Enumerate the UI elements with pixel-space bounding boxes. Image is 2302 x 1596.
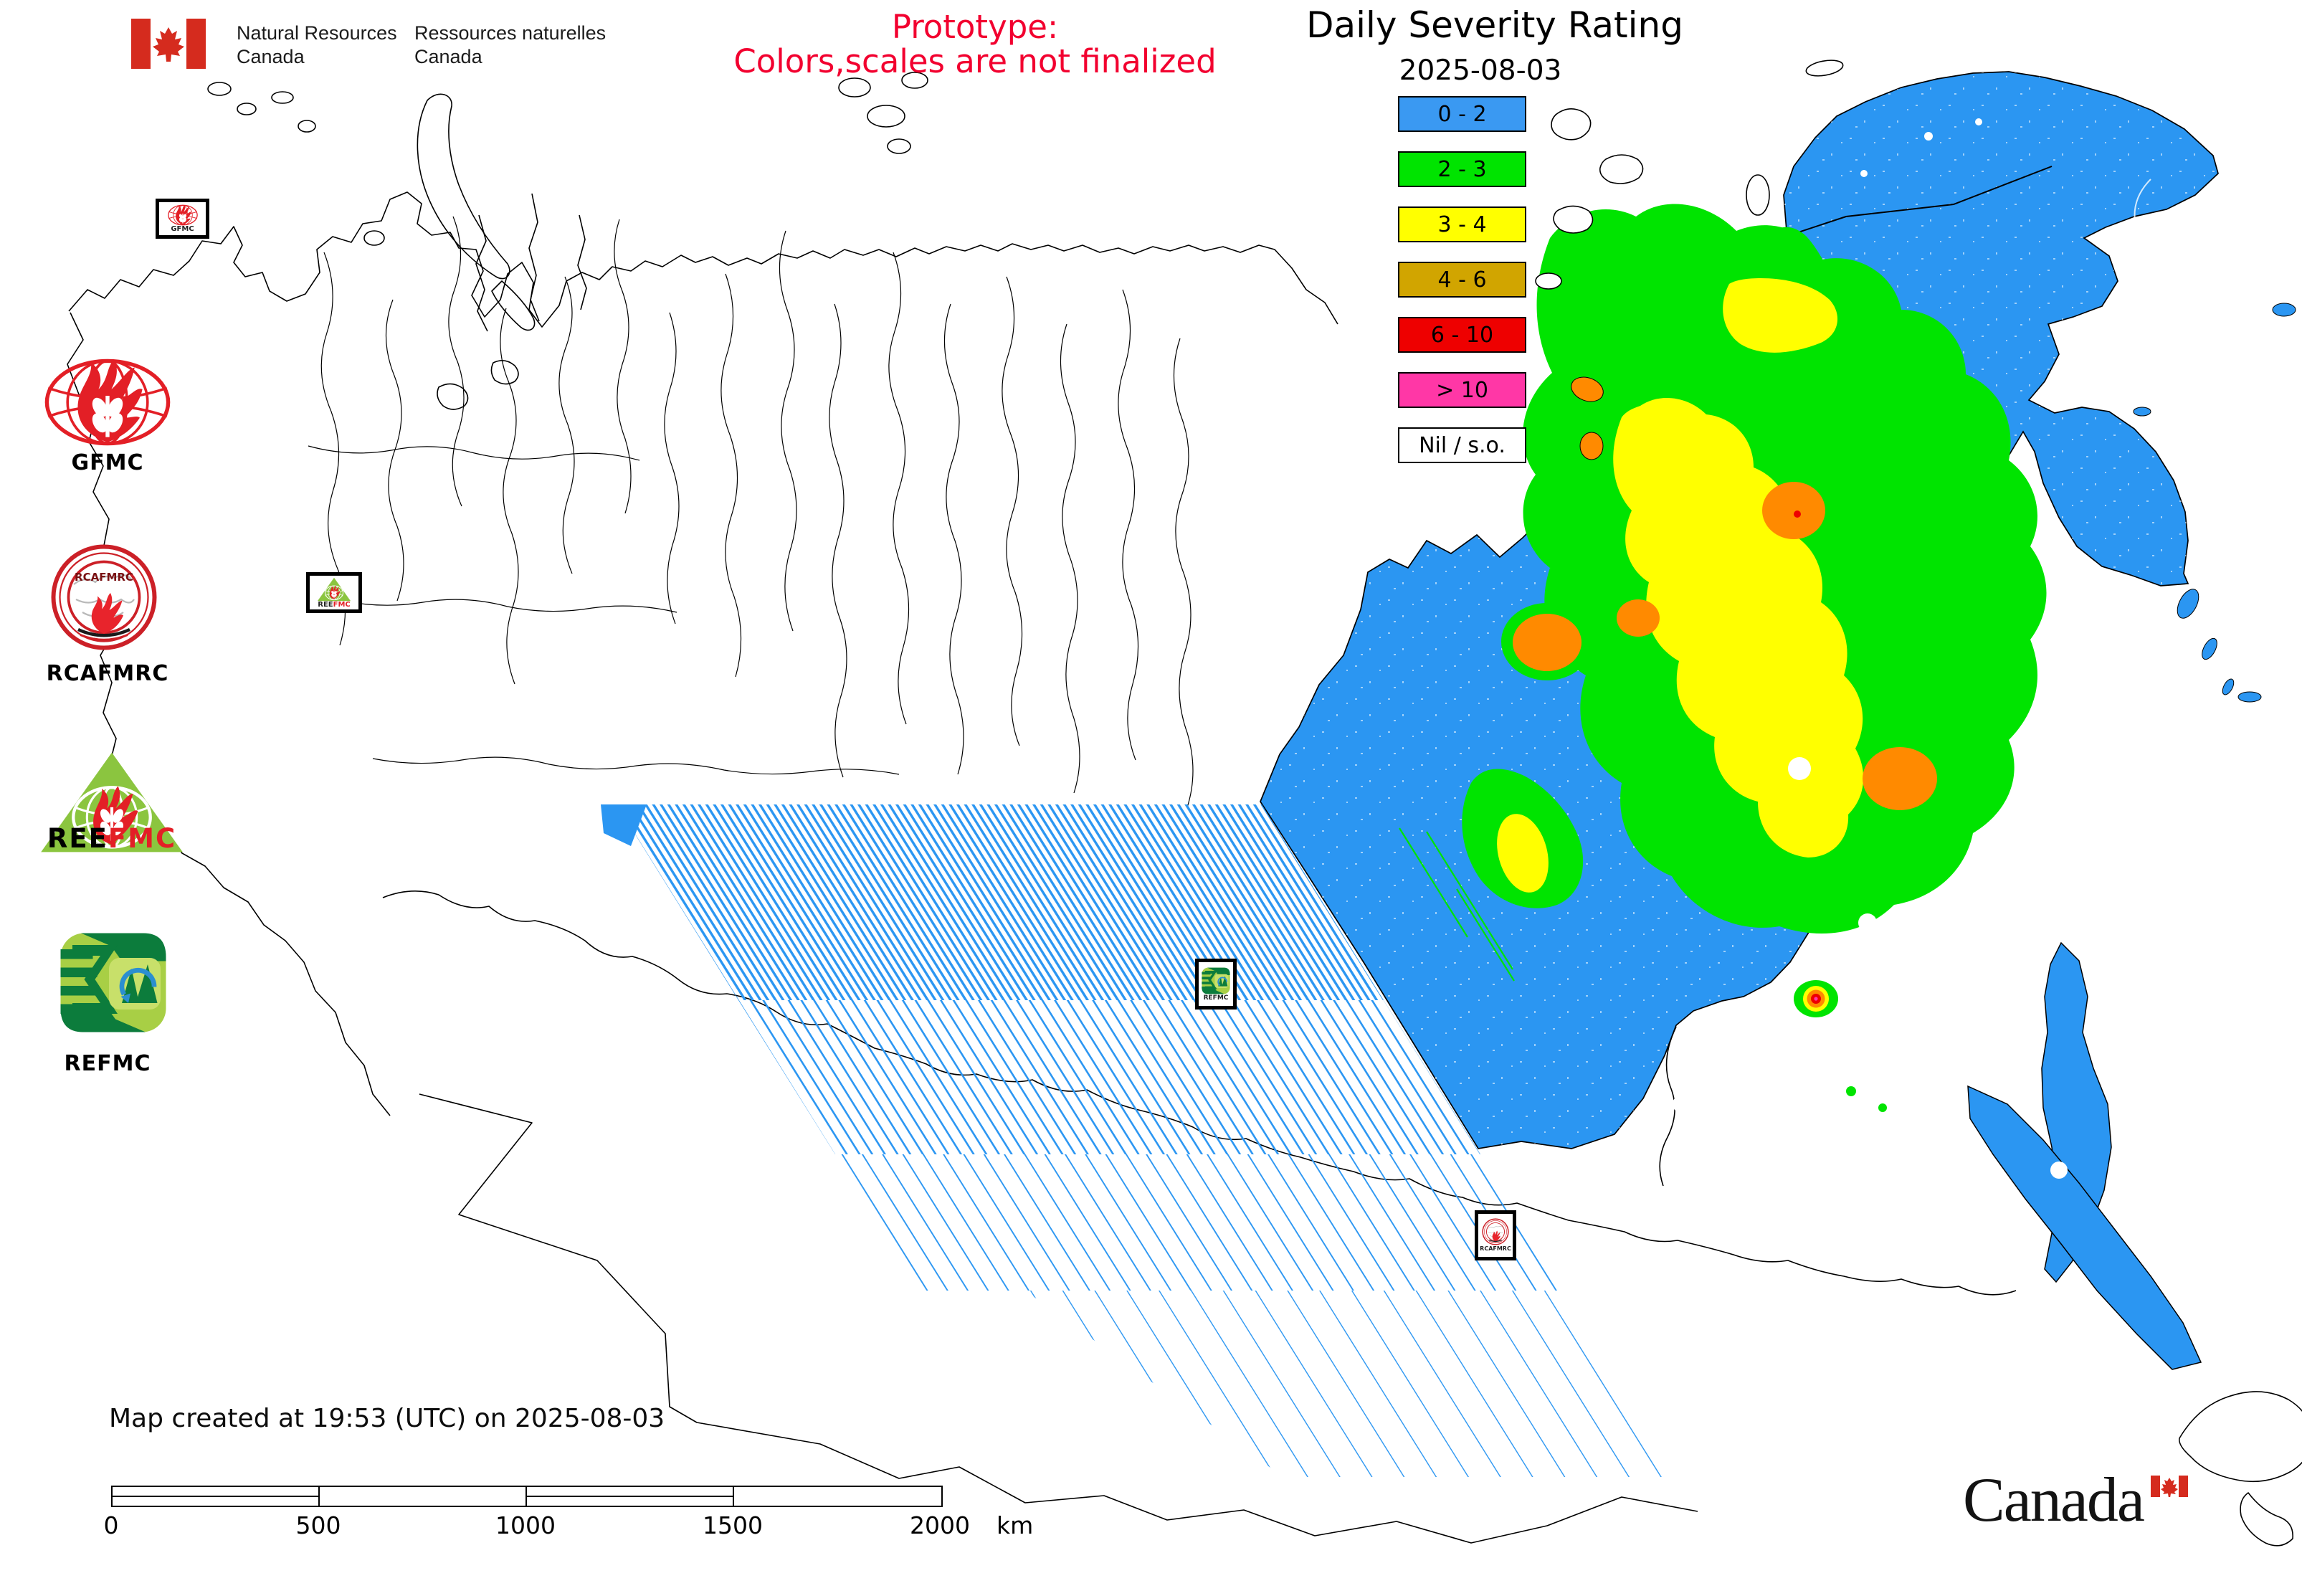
legend-label: 6 - 10	[1430, 322, 1494, 348]
scale-unit: km	[997, 1511, 1034, 1539]
map-marker-label: REFMC	[1203, 994, 1229, 1002]
scale-tick-0: 0	[103, 1511, 119, 1539]
gfmc-marker-icon	[165, 204, 201, 226]
map-marker-label: REEFMC	[318, 600, 351, 609]
legend-item-gt10: > 10	[1398, 372, 1526, 408]
rcafmrc-marker-icon	[1482, 1218, 1509, 1245]
map-created-text: Map created at 19:53 (UTC) on 2025-08-03	[109, 1404, 665, 1433]
scale-tick-500: 500	[295, 1511, 341, 1539]
legend-label: > 10	[1436, 377, 1488, 403]
rating-raster-yellow	[1497, 278, 1864, 893]
rcafmrc-logo	[50, 543, 158, 651]
page-title: Daily Severity Rating	[1305, 4, 1683, 46]
legend-label: 3 - 4	[1437, 212, 1487, 237]
legend-item-2-3: 2 - 3	[1398, 151, 1526, 187]
reefmc-marker-icon	[315, 577, 353, 602]
scale-tick-1000: 1000	[495, 1511, 556, 1539]
legend-item-4-6: 4 - 6	[1398, 262, 1526, 298]
map-outlines-west	[67, 72, 2302, 1547]
legend-item-0-2: 0 - 2	[1398, 96, 1526, 132]
map-date: 2025-08-03	[1399, 54, 1562, 87]
rcafmrc-logo-label: RCAFMRC	[46, 661, 169, 686]
prototype-warning: Prototype: Colors,scales are not finaliz…	[602, 10, 1348, 79]
canada-wordmark: Canada	[1963, 1466, 2145, 1535]
raster-streaks	[601, 804, 1681, 1477]
map-marker-refmc: REFMC	[1195, 959, 1237, 1010]
map-marker-label: RCAFMRC	[1480, 1245, 1511, 1252]
refmc-marker-icon	[1202, 967, 1230, 994]
map-marker-gfmc: GFMC	[156, 199, 209, 239]
legend-label: 0 - 2	[1437, 101, 1487, 127]
legend-item-nil: Nil / s.o.	[1398, 427, 1526, 463]
rating-hotspot	[1794, 510, 1838, 1017]
gfmc-logo	[43, 357, 172, 447]
map-marker-label: GFMC	[171, 225, 194, 233]
legend-item-6-10: 6 - 10	[1398, 317, 1526, 353]
agency-name-fr: Ressources naturelles Canada	[414, 22, 607, 67]
legend-item-3-4: 3 - 4	[1398, 206, 1526, 242]
legend-label: Nil / s.o.	[1419, 432, 1506, 458]
map-marker-reefmc: REEFMC	[306, 572, 362, 613]
agency-name-en: Natural Resources Canada	[237, 22, 397, 67]
scale-bar	[111, 1486, 943, 1507]
raster-white-holes	[1673, 118, 2068, 1179]
canada-wordmark-flag-icon	[2151, 1476, 2188, 1497]
rcafmrc-seal-text: RCAFMRC	[75, 571, 133, 584]
scale-tick-1500: 1500	[703, 1511, 763, 1539]
prototype-line2: Colors,scales are not finalized	[733, 42, 1217, 80]
canada-flag-icon	[131, 19, 206, 69]
scale-tick-2000: 2000	[910, 1511, 970, 1539]
reefmc-logo-word: REEFMC	[47, 823, 177, 854]
legend-label: 4 - 6	[1437, 267, 1487, 293]
arctic-outline-islands	[1535, 60, 1844, 290]
refmc-logo	[60, 932, 167, 1033]
prototype-line1: Prototype:	[891, 8, 1059, 46]
legend-label: 2 - 3	[1437, 156, 1487, 182]
rating-raster-orange	[1513, 376, 1937, 810]
refmc-logo-label: REFMC	[64, 1051, 151, 1076]
gfmc-logo-label: GFMC	[71, 450, 144, 475]
map-marker-rcafmrc: RCAFMRC	[1475, 1210, 1516, 1260]
